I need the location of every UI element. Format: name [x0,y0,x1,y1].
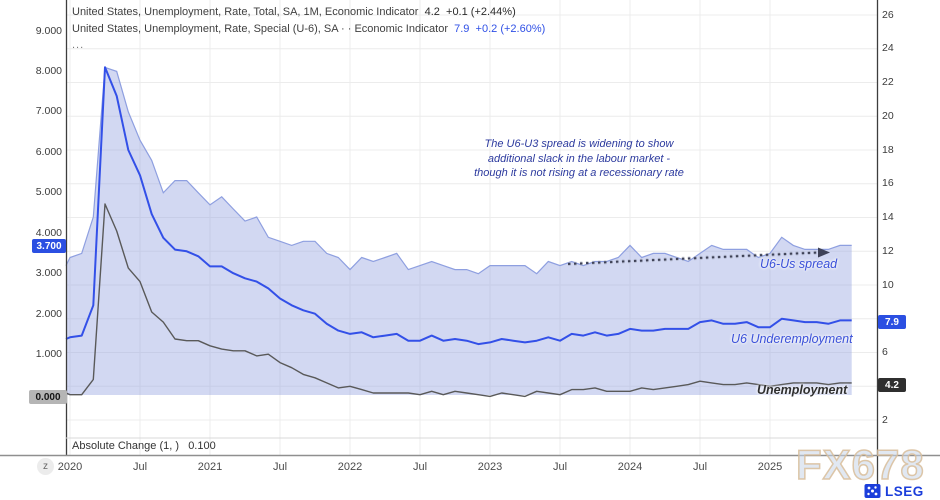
chart-legend: United States, Unemployment, Rate, Total… [72,4,545,54]
x-axis-tick: Jul [692,461,708,473]
x-axis-tick: 2023 [477,461,503,473]
annotation-line-2: additional slack in the labour market - [487,152,671,165]
x-axis-tick: 2024 [617,461,643,473]
legend-u3-value: 4.2 [424,6,440,18]
zero-value-badge: 0.000 [29,390,67,404]
x-axis-tick: 2025 [757,461,783,473]
indicator-value: 0.100 [188,440,216,452]
left-axis-tick: 8.000 [35,64,62,77]
fx678-watermark: FX678 [795,440,925,489]
left-axis-tick: 7.000 [35,105,62,118]
u6-series-label: U6 Underemployment [731,332,853,346]
legend-u3-name: United States, Unemployment, Rate, Total… [72,6,419,18]
legend-row-u6[interactable]: United States, Unemployment, Rate, Speci… [72,21,545,38]
right-axis-tick: 22 [882,76,894,88]
x-axis-tick: Jul [272,461,288,473]
zoom-reset-button[interactable]: z [37,458,54,475]
indicator-label: Absolute Change (1, ) [72,440,180,452]
right-axis-tick: 14 [882,211,894,223]
right-axis-tick: 6 [882,346,888,358]
analyst-annotation: The U6-U3 spread is widening to show add… [448,137,710,181]
left-axis-tick: 6.000 [35,145,62,158]
right-axis-tick: 18 [882,143,894,156]
lseg-logo-text: LSEG [885,483,924,499]
left-axis-tick: 3.000 [35,267,62,280]
right-axis-tick: 26 [882,8,894,21]
legend-u6-value: 7.9 [454,22,470,35]
legend-u3-change: +0.1 (+2.44%) [446,6,516,18]
x-axis-tick: 2020 [57,461,83,473]
legend-u6-change: +0.2 (+2.60%) [475,22,546,35]
x-axis-tick: 2022 [337,461,363,473]
right-axis-tick: 12 [882,244,894,257]
absolute-change-indicator[interactable]: Absolute Change (1, ) 0.100 [72,440,216,452]
left-axis-tick: 9.000 [35,24,62,37]
left-axis-tick: 2.000 [35,307,62,320]
annotation-line-1: The U6-U3 spread is widening to show [484,138,674,150]
right-axis-tick: 24 [882,42,894,55]
lseg-emblem-icon [864,484,881,498]
legend-more-ellipsis[interactable]: ... [72,39,85,51]
spread-value-badge: 3.700 [32,239,66,253]
u3-value-badge: 4.2 [878,378,906,392]
right-axis-tick: 2 [882,413,888,426]
left-axis-tick: 5.000 [35,186,62,199]
u3-series-label: Unemployment [757,383,848,397]
right-axis-tick: 20 [882,109,894,122]
right-axis-tick: 16 [882,177,894,190]
spread-series-label: U6-Us spread [760,257,838,271]
left-axis-tick: 1.000 [35,348,62,361]
x-axis-tick: Jul [132,461,148,473]
legend-row-u3[interactable]: United States, Unemployment, Rate, Total… [72,4,545,21]
legend-u6-name: United States, Unemployment, Rate, Speci… [72,22,448,35]
annotation-line-3: though it is not rising at a recessionar… [474,167,684,179]
u6-value-badge: 7.9 [878,315,906,329]
right-axis-tick: 10 [882,278,894,291]
left-axis-tick: 4.000 [35,226,62,239]
x-axis-tick: 2021 [197,461,223,473]
x-axis-tick: Jul [412,461,428,473]
x-axis-tick: Jul [552,461,568,473]
lseg-brand: LSEG [864,483,924,499]
